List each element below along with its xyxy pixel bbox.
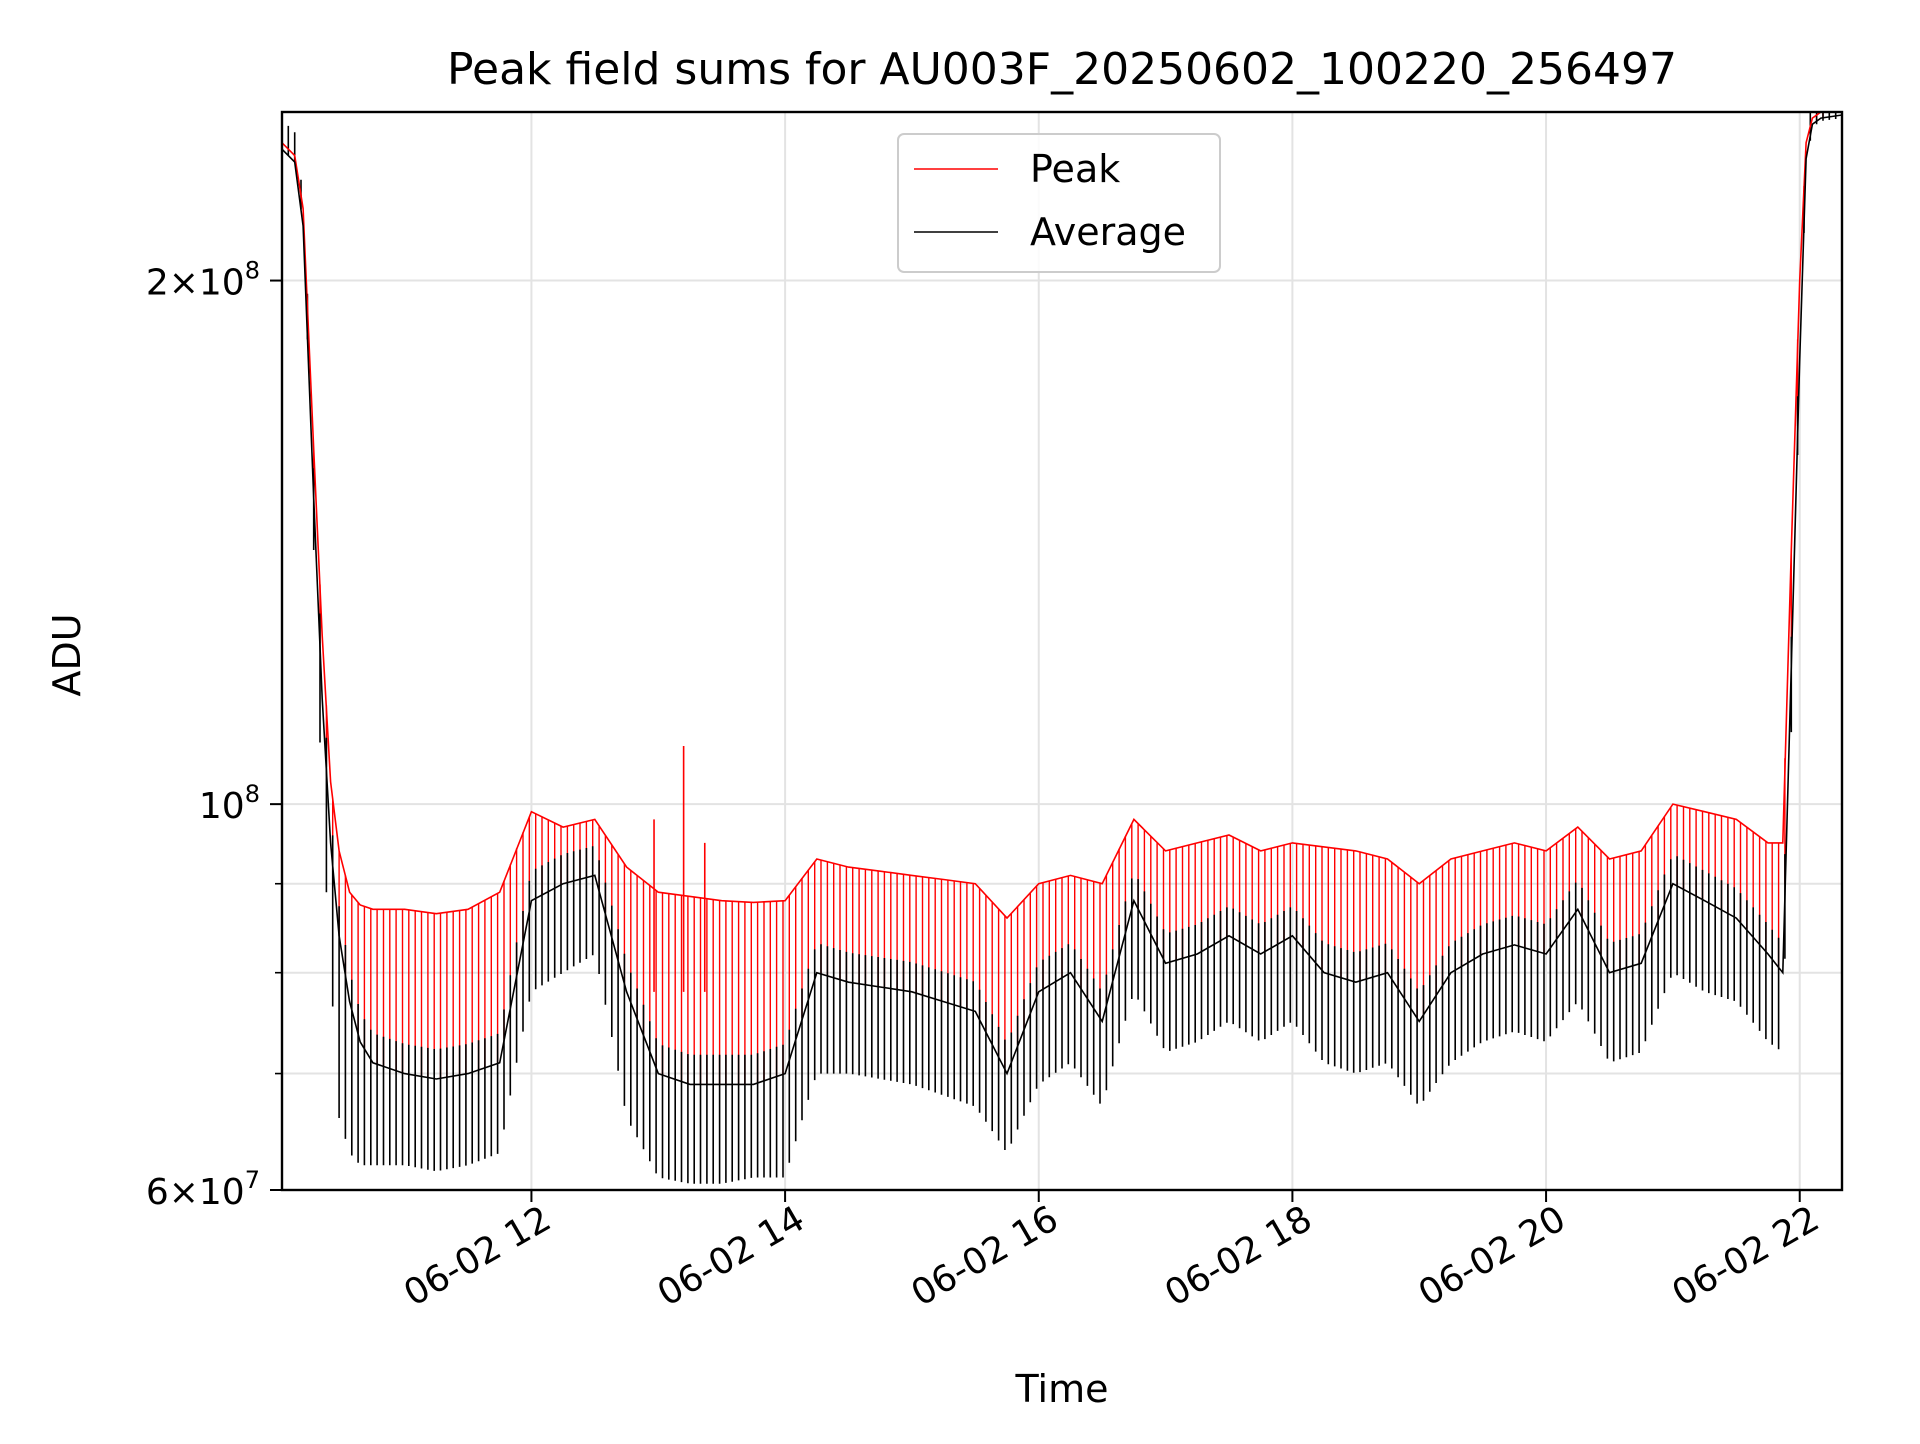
plot-frame	[280, 110, 1844, 1192]
y-tick-label: 6×107	[146, 1166, 260, 1213]
legend-label-peak: Peak	[1030, 147, 1120, 191]
series-group	[282, 112, 1842, 1184]
x-axis-label: Time	[1015, 1367, 1109, 1411]
legend-label-average: Average	[1030, 210, 1186, 254]
y-tick-label: 108	[199, 780, 260, 827]
average-oscillation	[282, 112, 1842, 1184]
average-series-line	[282, 114, 1842, 1086]
chart-title: Peak field sums for AU003F_20250602_1002…	[447, 44, 1677, 95]
y-axis-label: ADU	[45, 613, 89, 696]
y-tick-label: 2×108	[146, 257, 260, 304]
plot-layer	[282, 112, 1842, 1184]
peak-oscillation	[282, 112, 1842, 1085]
legend: Peak Average	[897, 133, 1221, 273]
peak-series-line	[282, 112, 1842, 920]
